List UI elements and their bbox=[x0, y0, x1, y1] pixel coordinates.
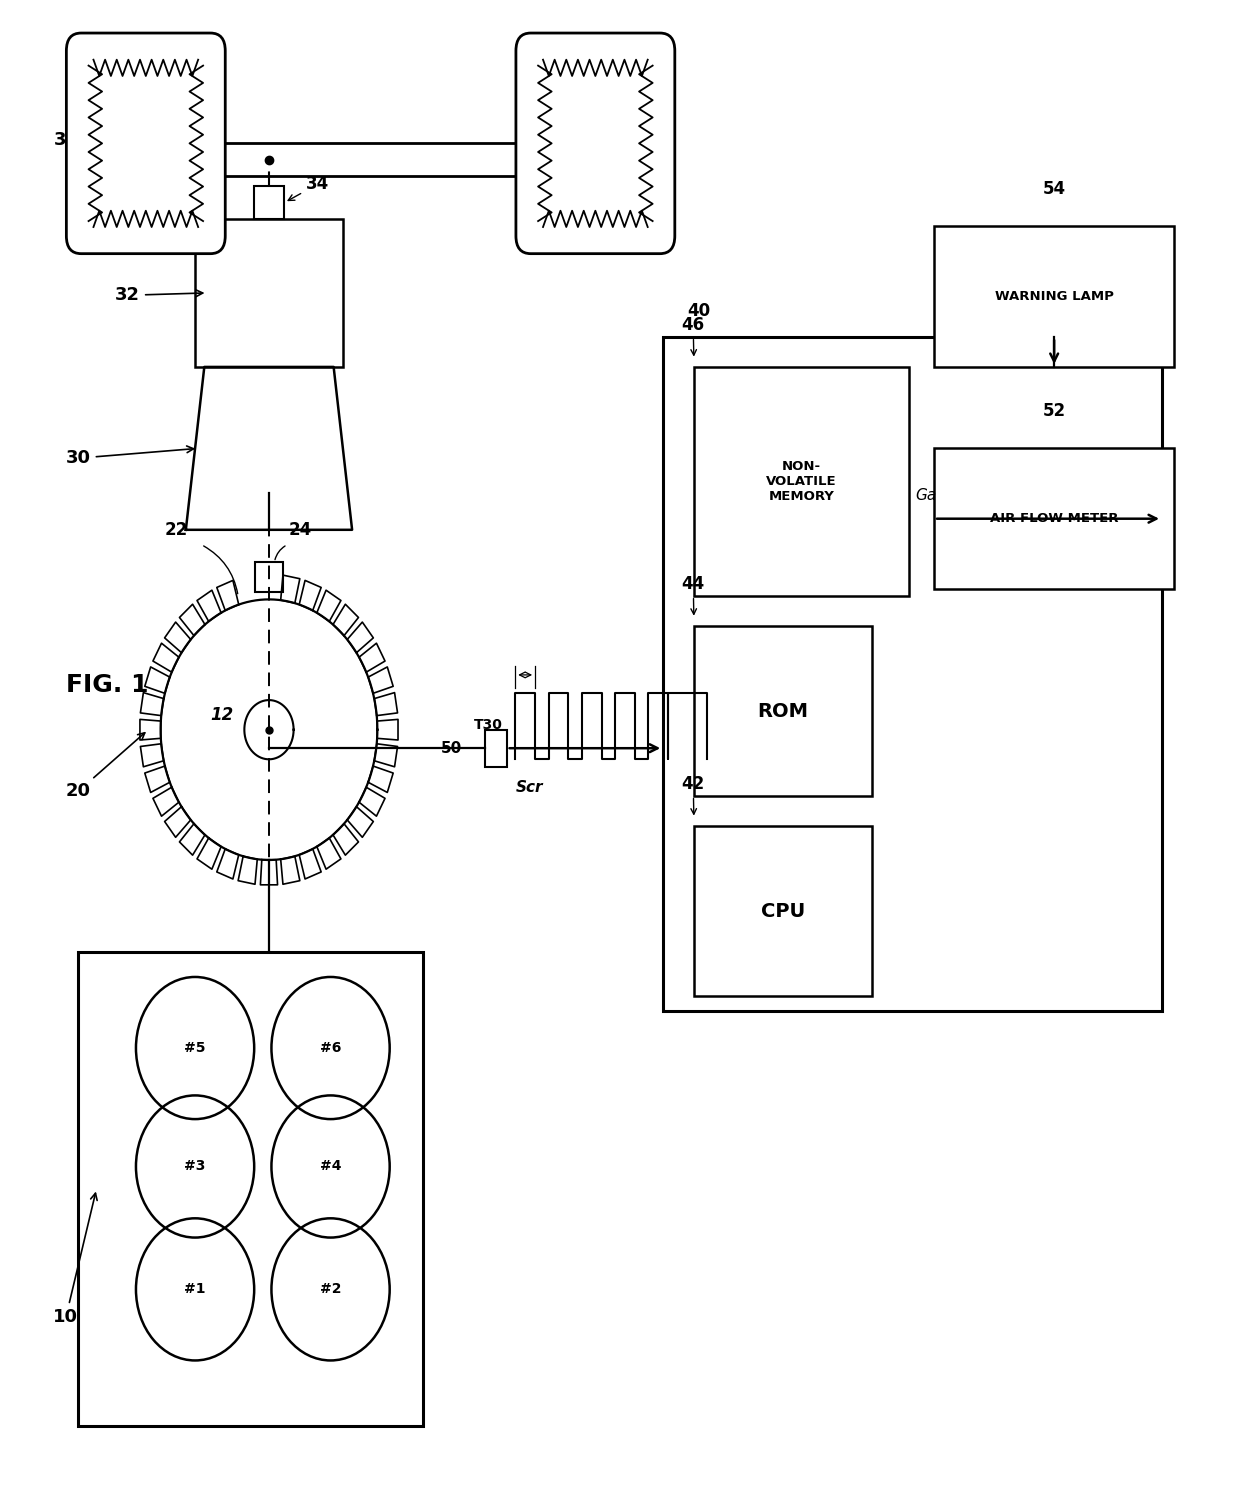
Text: Ga: Ga bbox=[915, 488, 937, 503]
Text: 34: 34 bbox=[288, 176, 329, 201]
Text: #4: #4 bbox=[320, 1160, 341, 1173]
Text: 32: 32 bbox=[115, 286, 203, 304]
Bar bbox=[694, 625, 873, 797]
Text: AIR FLOW METER: AIR FLOW METER bbox=[990, 512, 1118, 526]
Bar bbox=[663, 338, 1162, 1011]
Text: #6: #6 bbox=[320, 1041, 341, 1056]
Text: ROM: ROM bbox=[758, 701, 808, 721]
Text: #2: #2 bbox=[320, 1282, 341, 1297]
Text: 20: 20 bbox=[66, 733, 145, 800]
FancyBboxPatch shape bbox=[516, 33, 675, 253]
Text: 50: 50 bbox=[441, 740, 463, 756]
Text: 54: 54 bbox=[1043, 180, 1065, 198]
Text: T30: T30 bbox=[474, 718, 503, 733]
Text: FIG. 1: FIG. 1 bbox=[66, 673, 149, 697]
Text: CPU: CPU bbox=[761, 901, 805, 920]
Bar bbox=[78, 951, 423, 1425]
Text: Scr: Scr bbox=[516, 780, 543, 795]
Text: WARNING LAMP: WARNING LAMP bbox=[994, 290, 1114, 304]
Text: 42: 42 bbox=[682, 774, 704, 814]
Bar bbox=[485, 730, 507, 767]
Bar bbox=[255, 563, 283, 593]
Text: 36: 36 bbox=[53, 131, 93, 158]
Bar bbox=[694, 366, 909, 597]
Bar bbox=[694, 826, 873, 996]
Text: #3: #3 bbox=[185, 1160, 206, 1173]
FancyBboxPatch shape bbox=[67, 33, 226, 253]
Bar bbox=[934, 226, 1174, 366]
Text: 12: 12 bbox=[211, 706, 234, 724]
Text: 40: 40 bbox=[688, 302, 711, 320]
Bar bbox=[195, 219, 343, 366]
Text: 30: 30 bbox=[66, 447, 193, 468]
Text: 44: 44 bbox=[682, 575, 704, 615]
Bar bbox=[934, 448, 1174, 590]
Text: 46: 46 bbox=[682, 316, 704, 356]
Text: 22: 22 bbox=[165, 521, 188, 539]
Text: #5: #5 bbox=[185, 1041, 206, 1056]
Text: 10: 10 bbox=[53, 1193, 97, 1327]
Text: NON-
VOLATILE
MEMORY: NON- VOLATILE MEMORY bbox=[766, 460, 837, 503]
Bar bbox=[253, 186, 284, 219]
Text: #1: #1 bbox=[185, 1282, 206, 1297]
Text: 24: 24 bbox=[288, 521, 311, 539]
Text: 52: 52 bbox=[1043, 402, 1065, 420]
